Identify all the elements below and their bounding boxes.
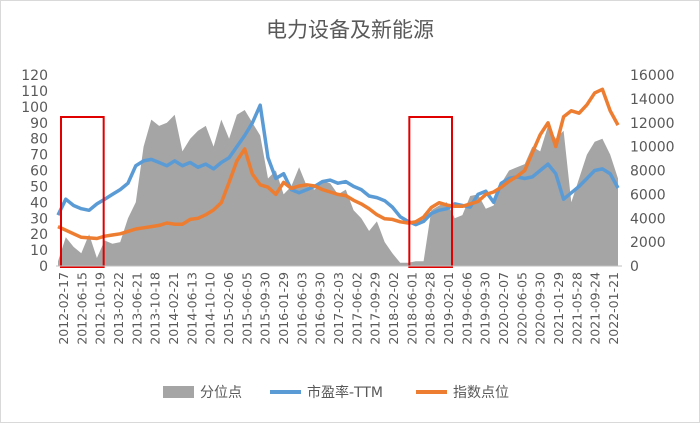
chart-title: 电力设备及新能源: [266, 18, 434, 42]
x-tick-label: 2013-06-21: [129, 272, 144, 345]
x-tick-label: 2018-02-02: [386, 272, 401, 345]
legend-item-3: 指数点位: [416, 385, 509, 401]
y-left-tick-label: 110: [21, 84, 48, 100]
x-tick-label: 2021-01-29: [551, 272, 566, 345]
x-tick-label: 2013-10-18: [148, 272, 163, 345]
legend-label: 指数点位: [453, 385, 509, 401]
x-tick-label: 2019-06-06: [459, 272, 474, 345]
legend-label: 分位点: [200, 385, 242, 401]
y-left-tick-label: 10: [30, 243, 48, 259]
y-left-tick-label: 60: [30, 164, 48, 180]
y-right-tick-label: 10000: [630, 140, 675, 156]
y-right-tick-label: 0: [630, 259, 639, 275]
highlight-box-layer: [60, 116, 454, 268]
y-left-tick-label: 120: [21, 68, 48, 84]
x-tick-label: 2019-09-30: [478, 272, 493, 345]
legend: 分位点 市盈率-TTM 指数点位: [163, 384, 509, 401]
y-left-tick-label: 0: [39, 259, 48, 275]
series-line-index-points: [57, 87, 620, 241]
x-tick-label: 2015-09-30: [258, 272, 273, 345]
area-series-layer: [58, 110, 618, 266]
y-right-tick-label: 14000: [630, 92, 675, 108]
y-left-tick-label: 80: [30, 132, 48, 148]
y-right-tick-label: 2000: [630, 235, 666, 251]
x-tick-label: 2015-06-05: [239, 272, 254, 345]
x-tick-label: 2020-09-30: [533, 272, 548, 345]
y-right-tick-label: 4000: [630, 211, 666, 227]
series-line-pe-ttm: [56, 103, 620, 227]
legend-item-2: 市盈率-TTM: [270, 384, 383, 401]
x-tick-label: 2016-09-30: [313, 272, 328, 345]
x-tick-label: 2017-09-29: [368, 272, 383, 345]
x-tick-label: 2016-01-29: [276, 272, 291, 345]
y-left-tick-label: 70: [30, 148, 48, 164]
legend-swatch: [163, 386, 194, 398]
x-tick-label: 2017-06-02: [349, 272, 364, 345]
y-right-tick-label: 8000: [630, 164, 666, 180]
y-right-tick-label: 6000: [630, 187, 666, 203]
x-tick-label: 2013-02-22: [111, 272, 126, 345]
y-left-tick-label: 20: [30, 227, 48, 243]
y-left-tick-label: 100: [21, 100, 48, 116]
y-left-tick-label: 30: [30, 211, 48, 227]
highlight-box-2: [408, 116, 454, 268]
x-tick-label: 2019-02-01: [441, 272, 456, 345]
x-tick-label: 2016-06-03: [294, 272, 309, 345]
x-tick-label: 2012-02-17: [56, 272, 71, 345]
y-left-tick-label: 50: [30, 179, 48, 195]
highlight-box-1: [60, 116, 105, 268]
legend-label: 市盈率-TTM: [307, 384, 383, 401]
x-tick-label: 2012-06-15: [74, 272, 89, 345]
y-left-tick-label: 40: [30, 195, 48, 211]
x-tick-label: 2020-02-07: [496, 272, 511, 345]
x-tick-label: 2020-06-05: [514, 272, 529, 345]
x-tick-label: 2014-06-13: [184, 272, 199, 345]
x-tick-label: 2014-10-10: [203, 272, 218, 345]
x-tick-label: 2012-10-19: [93, 272, 108, 345]
x-tick-label: 2017-02-03: [331, 272, 346, 345]
line-series-layer: [56, 87, 620, 241]
legend-item-1: 分位点: [163, 385, 242, 401]
x-tick-label: 2021-09-24: [588, 272, 603, 345]
y-right-tick-label: 16000: [630, 68, 675, 84]
x-tick-label: 2014-02-21: [166, 272, 181, 345]
y-right-tick-label: 12000: [630, 116, 675, 132]
series-area-fenweidian: [58, 110, 618, 266]
y-left-tick-label: 90: [30, 116, 48, 132]
x-tick-label: 2021-05-28: [569, 272, 584, 345]
tick-labels-layer: 0102030405060708090100110120020004000600…: [21, 68, 674, 345]
x-tick-label: 2018-06-01: [404, 272, 419, 345]
x-tick-label: 2018-09-28: [423, 272, 438, 345]
x-tick-label: 2015-02-06: [221, 272, 236, 345]
x-tick-label: 2022-01-21: [606, 272, 621, 345]
